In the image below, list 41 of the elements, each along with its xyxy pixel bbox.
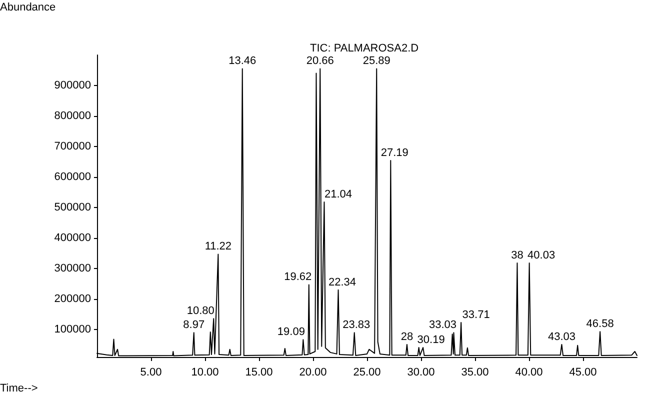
x-tick-label: 5.00 <box>140 366 162 378</box>
chart-title: TIC: PALMAROSA2.D <box>310 42 419 54</box>
annotation: 13.46 <box>228 55 256 68</box>
y-tick-label: 800000 <box>54 110 91 122</box>
y-tick-label: 900000 <box>54 80 91 92</box>
annotation: 30.19 <box>417 334 445 346</box>
annotation: 38 <box>511 250 524 262</box>
x-tick-label: 10.00 <box>191 366 219 378</box>
annotation: 33.71 <box>462 309 490 322</box>
annotation: 43.03 <box>548 330 576 343</box>
annotation: 23.83 <box>342 319 370 332</box>
annotation: 11.22 <box>204 240 232 253</box>
annotation: 33.03 <box>428 319 456 332</box>
x-tick-label: 35.00 <box>461 366 489 378</box>
x-tick-label: 20.00 <box>299 366 327 378</box>
y-tick-label: 700000 <box>54 140 91 153</box>
annotation: 19.62 <box>284 271 312 284</box>
annotation: 25.89 <box>362 55 390 68</box>
annotation: 40.03 <box>528 250 556 262</box>
x-tick-label: 40.00 <box>515 366 543 378</box>
annotation: 21.04 <box>324 188 352 201</box>
y-tick-label: 200000 <box>54 293 91 306</box>
x-tick-label: 15.00 <box>245 366 273 378</box>
y-tick-label: 600000 <box>54 171 91 184</box>
annotation: 10.80 <box>186 305 214 318</box>
x-tick-label: 45.00 <box>569 366 597 378</box>
y-tick-label: 300000 <box>54 262 91 275</box>
annotation: 28 <box>400 330 414 343</box>
annotation: 27.19 <box>380 147 408 160</box>
y-axis-title: Abundance <box>0 2 56 14</box>
annotation: 8.97 <box>183 319 205 332</box>
x-tick-label: 30.00 <box>407 366 435 378</box>
annotation: 46.58 <box>586 318 614 330</box>
annotation: 20.66 <box>306 55 334 68</box>
x-axis-title: Time--> <box>0 382 38 394</box>
annotation: 22.34 <box>328 276 356 288</box>
x-tick-label: 25.00 <box>353 366 381 378</box>
y-tick-label: 400000 <box>54 232 91 244</box>
y-tick-label: 100000 <box>54 324 91 336</box>
annotation: 19.09 <box>277 326 305 338</box>
y-tick-label: 500000 <box>54 202 91 214</box>
